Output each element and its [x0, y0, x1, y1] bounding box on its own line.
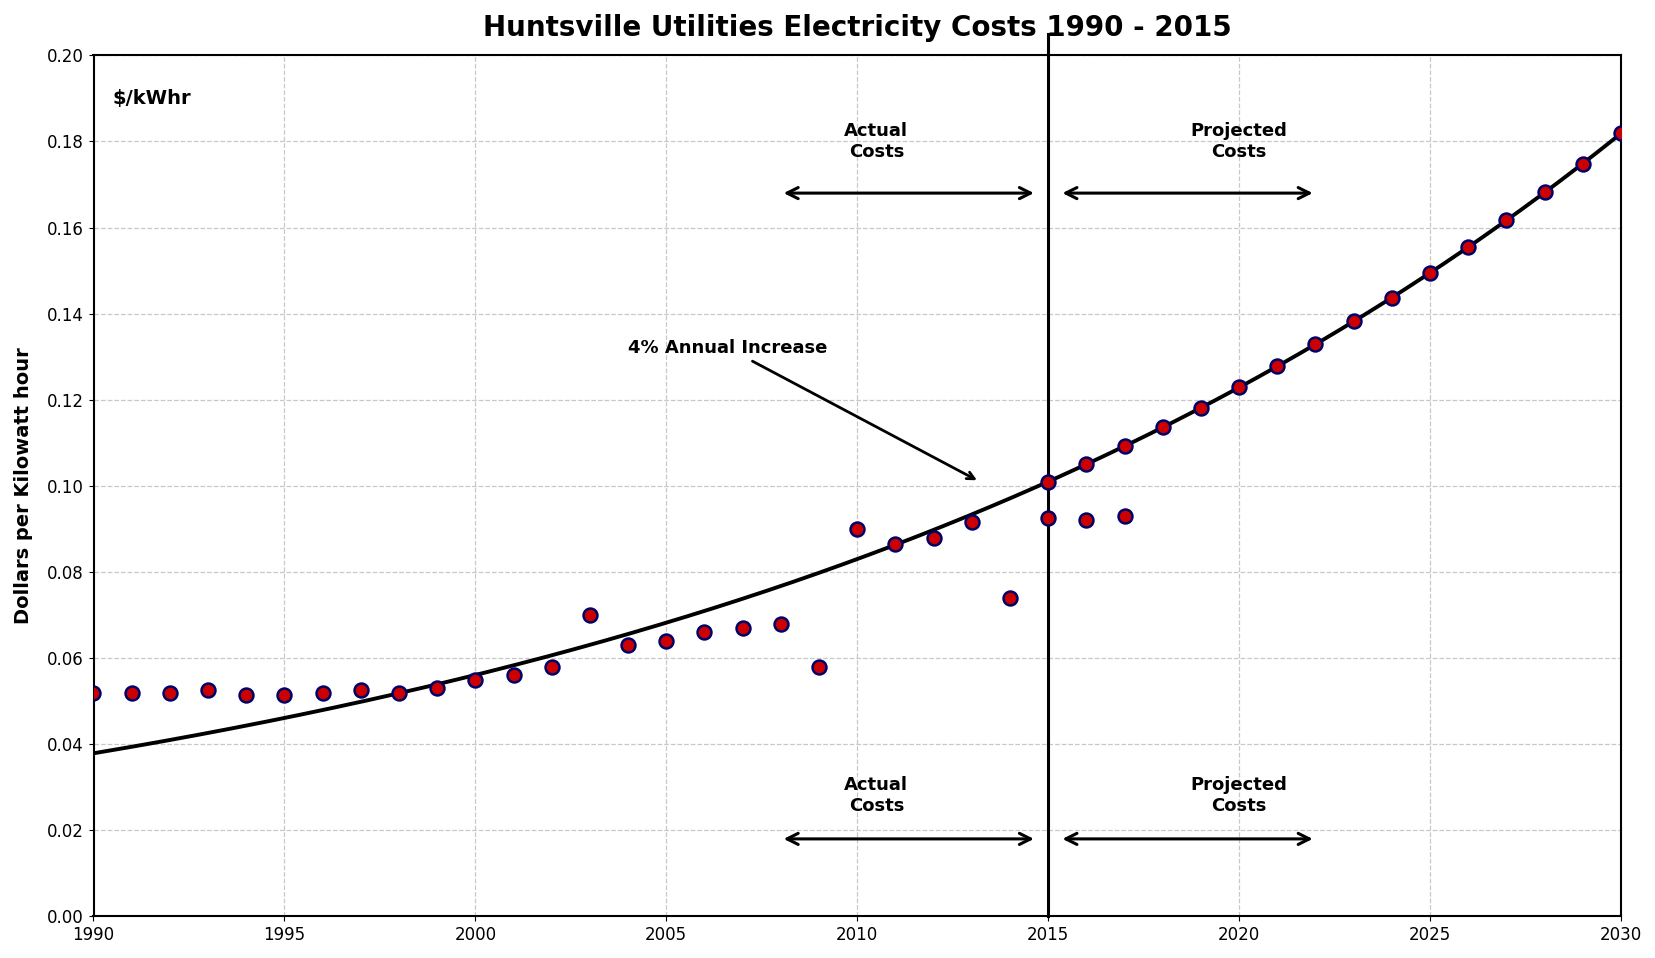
Point	[806, 659, 832, 674]
Point	[1187, 400, 1213, 416]
Point	[920, 530, 947, 545]
Point	[652, 633, 679, 649]
Point	[462, 672, 488, 687]
Point	[1225, 379, 1251, 395]
Point	[1034, 511, 1061, 526]
Text: 4% Annual Increase: 4% Annual Increase	[627, 339, 973, 479]
Text: Actual
Costs: Actual Costs	[844, 122, 909, 161]
Point	[728, 620, 755, 635]
Point	[233, 687, 260, 702]
Point	[195, 683, 222, 698]
Text: $/kWhr: $/kWhr	[113, 89, 190, 108]
Point	[1111, 509, 1137, 524]
Point	[271, 687, 298, 702]
Text: Projected
Costs: Projected Costs	[1190, 122, 1288, 161]
Point	[1263, 358, 1289, 374]
Point	[882, 536, 909, 552]
Point	[1339, 313, 1365, 329]
Point	[1072, 513, 1099, 528]
Point	[1455, 240, 1481, 255]
Point	[1607, 125, 1633, 141]
Point	[614, 637, 640, 652]
Point	[1417, 265, 1443, 281]
Text: Actual
Costs: Actual Costs	[844, 776, 909, 815]
Point	[1377, 290, 1403, 306]
Point	[690, 625, 717, 640]
Point	[1149, 420, 1175, 435]
Point	[768, 616, 794, 631]
Point	[844, 521, 871, 536]
Point	[996, 590, 1023, 605]
Point	[1301, 336, 1327, 352]
Point	[1531, 185, 1557, 200]
Point	[1111, 439, 1137, 454]
Title: Huntsville Utilities Electricity Costs 1990 - 2015: Huntsville Utilities Electricity Costs 1…	[483, 13, 1231, 42]
Point	[1569, 156, 1595, 171]
Point	[1493, 213, 1519, 228]
Point	[576, 607, 602, 623]
Point	[157, 685, 184, 700]
Y-axis label: Dollars per Kilowatt hour: Dollars per Kilowatt hour	[13, 348, 33, 625]
Point	[119, 685, 146, 700]
Point	[538, 659, 564, 674]
Point	[958, 514, 985, 530]
Point	[79, 685, 106, 700]
Point	[348, 683, 374, 698]
Point	[424, 680, 450, 696]
Text: Projected
Costs: Projected Costs	[1190, 776, 1288, 815]
Point	[1072, 457, 1099, 472]
Point	[386, 685, 412, 700]
Point	[500, 668, 526, 683]
Point	[309, 685, 336, 700]
Point	[1034, 474, 1061, 490]
